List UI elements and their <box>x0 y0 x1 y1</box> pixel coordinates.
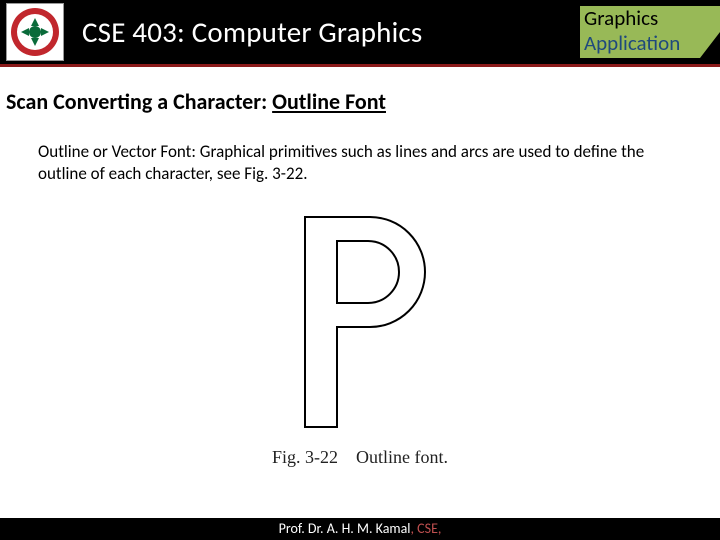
figure-caption-label: Fig. 3-22 <box>272 447 338 468</box>
tag-line-1: Graphics <box>584 6 680 31</box>
slide-subtitle: Scan Converting a Character: Outline Fon… <box>6 88 720 115</box>
header-underline <box>0 64 720 67</box>
footer-dept: , CSE, <box>411 520 442 537</box>
figure-area: Fig. 3-22 Outline font. <box>0 199 720 468</box>
footer-author: Prof. Dr. A. H. M. Kamal <box>279 520 411 537</box>
subtitle-underlined: Outline Font <box>272 88 386 115</box>
body-paragraph: Outline or Vector Font: Graphical primit… <box>38 141 682 185</box>
institution-logo <box>6 3 64 61</box>
subtitle-prefix: Scan Converting a Character: <box>6 88 272 115</box>
topic-tag: Graphics Application <box>580 6 720 58</box>
figure-caption: Fig. 3-22 Outline font. <box>230 447 490 468</box>
figure-caption-text: Outline font. <box>356 447 448 468</box>
footer-bar: Prof. Dr. A. H. M. Kamal, CSE, <box>0 518 720 540</box>
outline-font-glyph <box>250 199 470 439</box>
tag-line-2: Application <box>584 31 680 56</box>
course-title: CSE 403: Computer Graphics <box>82 14 422 50</box>
header-bar: CSE 403: Computer Graphics Graphics Appl… <box>0 0 720 64</box>
